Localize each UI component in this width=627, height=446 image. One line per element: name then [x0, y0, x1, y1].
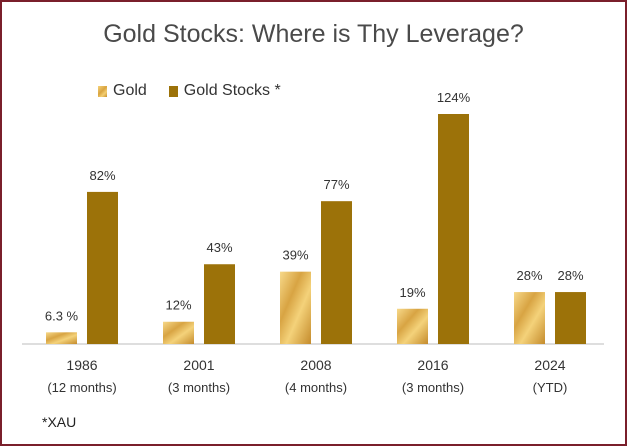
- x-tick-label-2001: 2001: [183, 357, 214, 373]
- legend-label-gold: Gold: [113, 82, 147, 99]
- x-tick-sublabel-1986: (12 months): [47, 380, 116, 395]
- legend-item-gold: Gold: [98, 82, 147, 100]
- data-label-gold-stocks-2016: 124%: [437, 90, 471, 105]
- bar-gold-stocks-2008: [321, 201, 352, 344]
- bar-gold-1986: [46, 332, 77, 344]
- legend-item-gold-stocks: Gold Stocks *: [168, 82, 281, 100]
- bar-gold-stocks-1986: [87, 191, 118, 344]
- x-tick-sublabel-2008: (4 months): [285, 380, 347, 395]
- x-tick-label-2024: 2024: [534, 357, 565, 373]
- bar-gold-stocks-2024: [555, 292, 586, 344]
- bar-gold-stocks-2016: [438, 114, 469, 344]
- x-tick-label-1986: 1986: [66, 357, 97, 373]
- bar-gold-2001: [163, 321, 194, 344]
- data-label-gold-2008: 39%: [282, 248, 308, 263]
- data-label-gold-2016: 19%: [399, 285, 425, 300]
- x-tick-label-2008: 2008: [300, 357, 331, 373]
- data-label-gold-stocks-2008: 77%: [323, 177, 349, 192]
- bar-gold-2024: [514, 292, 545, 344]
- data-label-gold-stocks-2024: 28%: [557, 268, 583, 283]
- footnote: *XAU: [42, 414, 77, 430]
- bar-gold-2016: [397, 308, 428, 344]
- legend-swatch-gold-stocks: [168, 85, 178, 97]
- data-label-gold-stocks-1986: 82%: [89, 168, 115, 183]
- chart-title: Gold Stocks: Where is Thy Leverage?: [103, 20, 524, 48]
- legend-label-gold-stocks: Gold Stocks *: [183, 82, 281, 99]
- x-tick-label-2016: 2016: [417, 357, 448, 373]
- bar-gold-stocks-2001: [204, 264, 235, 344]
- data-label-gold-2024: 28%: [516, 268, 542, 283]
- x-tick-sublabel-2024: (YTD): [533, 380, 568, 395]
- data-label-gold-1986: 6.3 %: [45, 308, 79, 323]
- x-tick-sublabel-2016: (3 months): [402, 380, 464, 395]
- data-label-gold-stocks-2001: 43%: [206, 240, 232, 255]
- legend-swatch-gold: [98, 85, 107, 97]
- bar-gold-2008: [280, 271, 311, 344]
- x-tick-sublabel-2001: (3 months): [168, 380, 230, 395]
- chart-legend: Gold Gold Stocks *: [98, 80, 303, 102]
- data-label-gold-2001: 12%: [165, 298, 191, 313]
